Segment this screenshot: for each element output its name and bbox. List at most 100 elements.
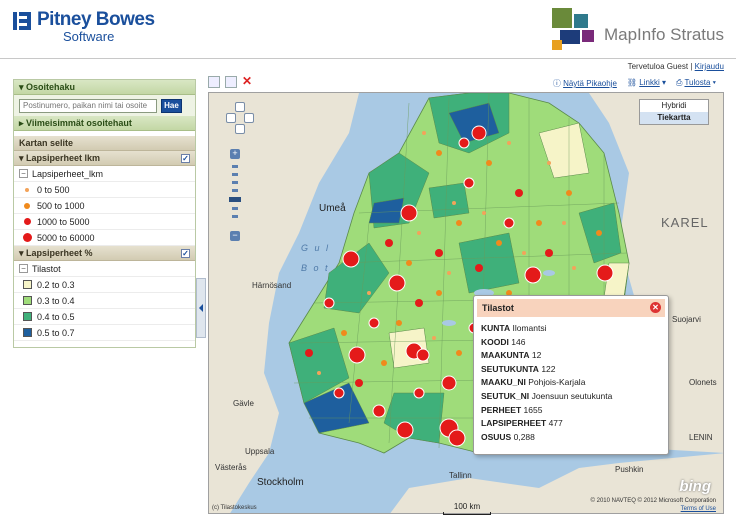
zoom-tick	[232, 181, 238, 184]
zoom-out-icon[interactable]: −	[230, 231, 240, 241]
popup-row: KOODI 146	[481, 337, 661, 351]
layer1-sublayer[interactable]: − Lapsiperheet_lkm	[14, 166, 195, 182]
address-search-header[interactable]: ▾ Osoitehaku	[14, 80, 195, 95]
scale-bar: 100 km	[443, 502, 491, 515]
map-label-vasteras: Västerås	[215, 463, 247, 472]
legend-item: 0.5 to 0.7	[14, 325, 195, 341]
scale-label: 100 km	[453, 502, 481, 511]
layer1-checkbox[interactable]: ✓	[181, 154, 190, 163]
map-type-hybrid[interactable]: Hybridi	[661, 101, 687, 110]
close-icon[interactable]: ✕	[650, 302, 661, 313]
symbol-dot-icon	[25, 187, 29, 192]
pan-down-icon[interactable]	[235, 124, 245, 134]
links-label: Linkki	[639, 78, 660, 87]
map-label-karelia: KAREL	[661, 215, 709, 230]
pitney-bowes-mark-icon	[13, 12, 33, 32]
logout-link[interactable]: Kirjaudu	[694, 62, 724, 71]
terms-link[interactable]: Terms of Use	[680, 506, 716, 512]
legend-item: 500 to 1000	[14, 198, 195, 214]
pan-left-icon[interactable]	[226, 113, 236, 123]
app-header: Pitney Bowes Software MapInfo Stratus	[0, 0, 736, 58]
fill-swatch-icon	[23, 280, 32, 289]
welcome-label: Tervetuloa Guest	[627, 62, 689, 71]
help-link-label: Näytä Pikaohje	[563, 79, 617, 88]
popup-key: SEUTUK_NI	[481, 390, 530, 401]
clear-selection-icon[interactable]: ✕	[242, 74, 253, 88]
zoom-tick	[232, 165, 238, 168]
map-type-road[interactable]: Tiekartta	[640, 112, 708, 124]
popup-title: Tilastot	[482, 303, 514, 313]
layer2-checkbox[interactable]: ✓	[181, 249, 190, 258]
legend-title: Kartan selite	[14, 136, 195, 151]
map-label-gulf: G u l	[301, 243, 331, 253]
popup-row: OSUUS 0,288	[481, 432, 661, 446]
collapse-icon[interactable]: −	[19, 264, 28, 273]
popup-value: Pohjois-Karjala	[528, 377, 586, 388]
popup-value: 122	[541, 363, 556, 374]
separator: |	[690, 62, 693, 71]
recent-searches-header[interactable]: ▸ Viimeisimmät osoitehaut	[14, 116, 195, 131]
map-label-umea: Umeå	[319, 203, 346, 214]
estonia-land	[390, 453, 723, 513]
popup-key: MAAKUNTA	[481, 350, 530, 361]
zoom-tick	[232, 207, 238, 210]
legend-item-label: 5000 to 60000	[37, 232, 95, 243]
links-menu[interactable]: ⛓ Linkki ▾	[626, 78, 666, 87]
legend-item-label: 0.3 to 0.4	[37, 295, 75, 306]
layer2-header[interactable]: ▾ Lapsiperheet % ✓	[14, 246, 195, 261]
map-label-harnosand: Härnösand	[252, 281, 292, 290]
popup-value: Joensuun seutukunta	[531, 390, 613, 401]
popup-key: MAAKU_NI	[481, 377, 526, 388]
popup-row: LAPSIPERHEET 477	[481, 418, 661, 432]
product-name: MapInfo Stratus	[603, 25, 724, 44]
attribution: (c) Tilastokeskus	[212, 505, 257, 511]
legend-item: 0.4 to 0.5	[14, 309, 195, 325]
symbol-dot-icon	[24, 202, 30, 209]
map-label-olonets: Olonets	[689, 378, 717, 387]
map-label-uppsala: Uppsala	[245, 447, 275, 456]
popup-value: Ilomantsi	[512, 323, 547, 333]
zoom-slider[interactable]: + −	[229, 149, 241, 241]
layer1-header[interactable]: ▾ Lapsiperheet lkm ✓	[14, 151, 195, 166]
layer1-sublayer-label: Lapsiperheet_lkm	[32, 168, 104, 179]
map-toolbar: ✕	[208, 74, 259, 90]
region-select-tool-icon[interactable]	[225, 76, 237, 88]
popup-key: SEUTUKUNTA	[481, 363, 539, 374]
map-view[interactable]: + − Hybridi Tiekartta Umeå G u l B o t K…	[208, 92, 724, 514]
popup-header: Tilastot ✕	[477, 299, 665, 317]
popup-row: MAAKU_NI Pohjois-Karjala	[481, 377, 661, 391]
legend-item-label: 500 to 1000	[37, 200, 85, 211]
map-label-pushkin: Pushkin	[615, 465, 644, 474]
pitney-bowes-logo[interactable]: Pitney Bowes Software	[13, 10, 155, 44]
address-search-input[interactable]	[19, 98, 157, 113]
popup-value: 0,288	[513, 431, 535, 442]
map-links: ⓘ Näytä Pikaohje ⛓ Linkki ▾ ⎙ Tulosta ▾	[543, 78, 716, 89]
mapinfo-logo: MapInfo Stratus	[551, 8, 724, 52]
population-symbols	[305, 125, 614, 447]
zoom-handle[interactable]	[229, 197, 241, 202]
map-label-bothnia: B o t	[301, 263, 330, 273]
zoom-in-icon[interactable]: +	[230, 149, 240, 159]
layer2-sublayer[interactable]: − Tilastot	[14, 261, 195, 277]
map-label-gavle: Gävle	[233, 399, 254, 408]
collapse-icon[interactable]: −	[19, 169, 28, 178]
popup-value: 12	[531, 350, 542, 361]
select-tool-icon[interactable]	[208, 76, 220, 88]
info-popup: Tilastot ✕ KUNTA Ilomantsi KOODI 146 MAA…	[473, 295, 669, 455]
top-bar: Tervetuloa Guest | Kirjaudu	[0, 58, 736, 74]
panel-collapse-tab[interactable]	[196, 278, 206, 338]
search-button[interactable]: Hae	[161, 98, 182, 113]
help-link[interactable]: ⓘ Näytä Pikaohje	[552, 79, 617, 88]
brand-sub: Software	[63, 29, 115, 44]
welcome-text: Tervetuloa Guest | Kirjaudu	[628, 62, 724, 71]
address-search-title: Osoitehaku	[26, 82, 76, 92]
pan-right-icon[interactable]	[244, 113, 254, 123]
popup-value: 146	[511, 336, 526, 347]
popup-row: SEUTUKUNTA 122	[481, 364, 661, 378]
chevron-left-icon	[199, 304, 203, 312]
popup-row: KUNTA Ilomantsi	[481, 323, 661, 337]
print-menu[interactable]: ⎙ Tulosta ▾	[675, 78, 716, 87]
mapinfo-squares-icon	[551, 8, 598, 52]
pan-up-icon[interactable]	[235, 102, 245, 112]
popup-row: PERHEET 1655	[481, 405, 661, 419]
